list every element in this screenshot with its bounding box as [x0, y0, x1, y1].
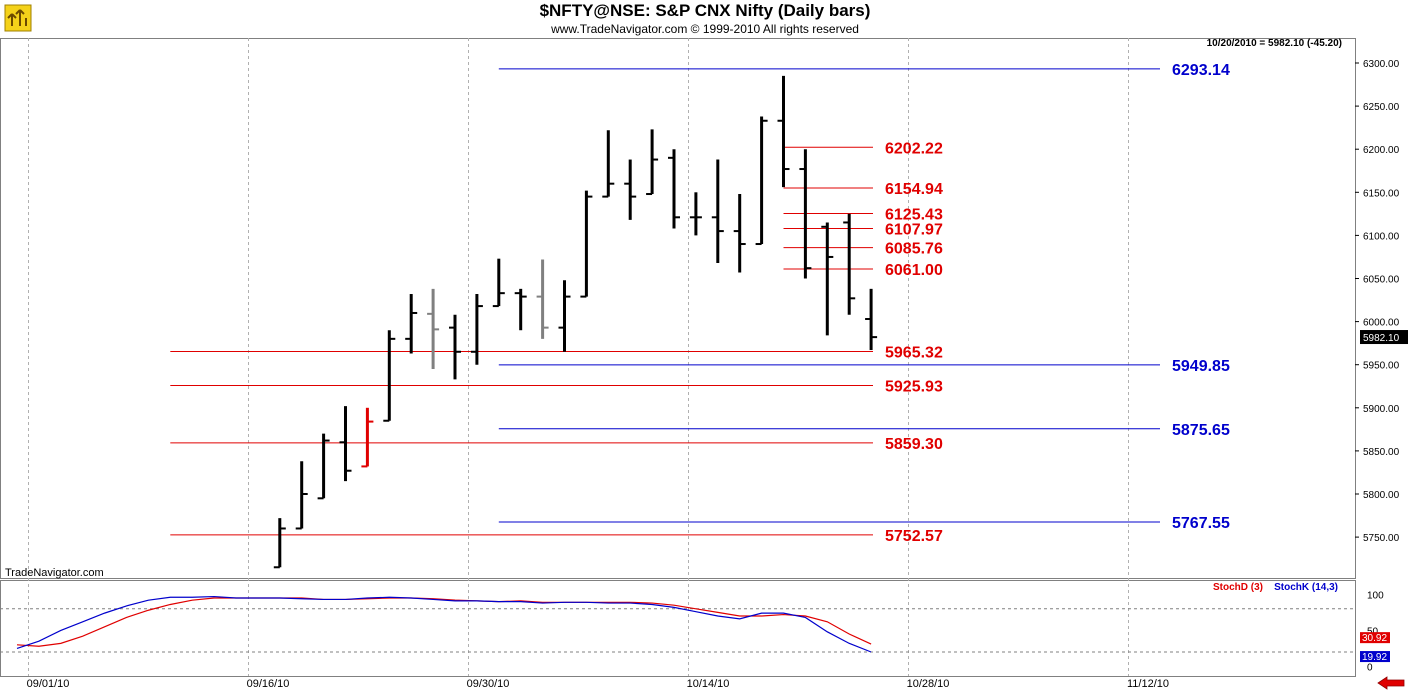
y-tick-label: 5850.00 [1363, 447, 1400, 458]
stoch-k-last-label: 19.92 [1362, 652, 1387, 663]
ohlc-bars [273, 75, 878, 569]
level-label: 6107.97 [885, 222, 943, 239]
level-label: 5949.85 [1172, 358, 1230, 375]
price-axis: 5750.00 5800.00 5850.00 5900.00 5950.00 6000.… [1355, 59, 1408, 544]
x-tick-label: 09/16/10 [247, 678, 290, 690]
level-label: 6293.14 [1172, 62, 1230, 79]
stochastic-tick-label: 100 [1367, 590, 1384, 601]
stoch-k-marker [1360, 651, 1390, 663]
y-tick-label: 5750.00 [1363, 533, 1400, 544]
y-tick-label: 6200.00 [1363, 145, 1400, 156]
y-tick-label: 6250.00 [1363, 102, 1400, 113]
level-label: 5875.65 [1172, 422, 1230, 439]
x-tick-label: 11/12/10 [1127, 678, 1169, 690]
y-tick-label: 6050.00 [1363, 275, 1400, 286]
stoch-d-last-label: 30.92 [1362, 633, 1387, 644]
watermark-text: TradeNavigator.com [5, 567, 104, 579]
stoch-k-line [16, 595, 872, 653]
stoch-d-line [16, 597, 872, 647]
chart-header: $NFTY@NSE: S&P CNX Nifty (Daily bars) ww… [0, 0, 1410, 38]
x-tick-label: 09/01/10 [27, 678, 70, 690]
back-arrow-icon[interactable] [1376, 676, 1406, 690]
chart-title: $NFTY@NSE: S&P CNX Nifty (Daily bars) [539, 1, 871, 20]
last-bar-readout: 10/20/2010 = 5982.10 (-45.20) [1207, 38, 1342, 49]
y-tick-label: 6000.00 [1363, 318, 1400, 329]
level-label: 6125.43 [885, 206, 943, 223]
trade-navigator-logo-icon[interactable] [4, 4, 32, 32]
y-tick-label: 5900.00 [1363, 404, 1400, 415]
y-tick-label: 6150.00 [1363, 188, 1400, 199]
last-price-marker [1360, 330, 1408, 345]
last-price-label: 5982.10 [1363, 333, 1400, 344]
y-tick-label: 5800.00 [1363, 490, 1400, 501]
stochastic-panel: 100 50 0 StochD (3) StochK (14,3) 30.92 19.92 [0, 582, 1390, 673]
stoch-d-marker [1360, 632, 1390, 644]
copyright-subtitle: www.TradeNavigator.com © 1999-2010 All r… [551, 22, 859, 36]
date-axis: 09/01/10 09/16/10 09/30/10 10/14/10 10/28/10… [27, 678, 1169, 690]
price-panel-frame [0, 38, 1356, 579]
x-tick-label: 09/30/10 [467, 678, 510, 690]
level-label: 5859.30 [885, 436, 943, 453]
stochastic-tick-label: 50 [1367, 626, 1379, 637]
level-label: 6202.22 [885, 140, 943, 157]
level-label: 5925.93 [885, 378, 943, 395]
level-label: 5767.55 [1172, 515, 1230, 532]
stochastic-legend-entry: StochD (3) [1213, 582, 1263, 593]
stochastic-panel-frame [0, 580, 1356, 677]
level-label: 5965.32 [885, 344, 943, 361]
level-label: 6085.76 [885, 241, 943, 258]
y-tick-label: 5950.00 [1363, 361, 1400, 372]
y-tick-label: 6300.00 [1363, 59, 1400, 70]
y-tick-label: 6100.00 [1363, 231, 1400, 242]
stochastic-tick-label: 0 [1367, 662, 1373, 673]
x-tick-label: 10/14/10 [687, 678, 730, 690]
x-tick-label: 10/28/10 [907, 678, 950, 690]
level-label: 5752.57 [885, 528, 943, 545]
level-label: 6154.94 [885, 181, 943, 198]
stochastic-legend-entry: StochK (14,3) [1274, 582, 1338, 593]
level-label: 6061.00 [885, 262, 943, 279]
chart-grid [0, 38, 1356, 677]
